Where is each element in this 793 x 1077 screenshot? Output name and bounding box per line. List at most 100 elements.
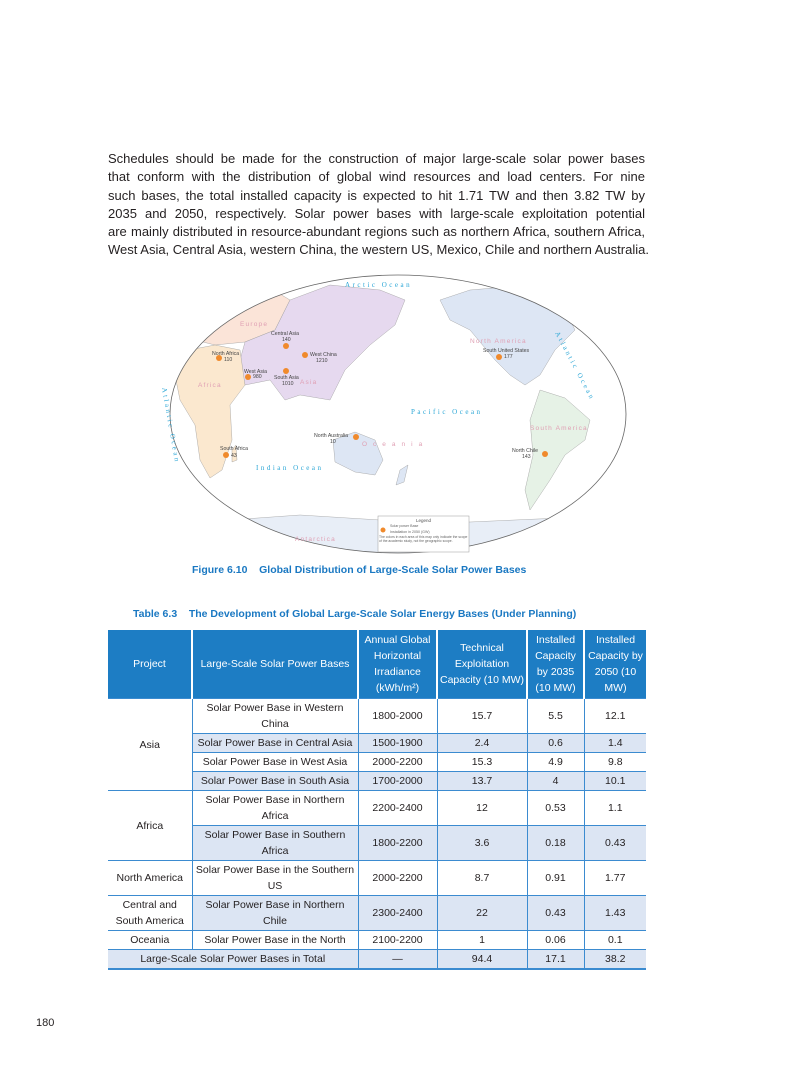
svg-text:Installation in 2050 (GW): Installation in 2050 (GW) — [390, 530, 430, 534]
europe-label: Europe — [240, 321, 268, 328]
project-cell: Africa — [108, 790, 193, 861]
pacific-ocean-label: Pacific Ocean — [411, 408, 483, 416]
tech-cell: 3.6 — [436, 825, 528, 861]
total-c2035-cell: 17.1 — [526, 949, 585, 970]
c2035-cell: 0.43 — [526, 895, 585, 931]
ghi-cell: 2000-2200 — [357, 752, 438, 772]
svg-text:Solar power Base: Solar power Base — [390, 524, 418, 528]
tech-cell: 1 — [436, 930, 528, 950]
header-base: Large-Scale Solar Power Bases — [191, 630, 358, 699]
svg-text:Legend: Legend — [416, 518, 432, 523]
base-cell: Solar Power Base in the North — [191, 930, 359, 950]
tech-cell: 12 — [436, 790, 528, 826]
c2035-cell: 5.5 — [526, 698, 585, 734]
tech-cell: 8.7 — [436, 860, 528, 896]
svg-text:North Australia: North Australia — [314, 433, 348, 439]
c2050-cell: 12.1 — [583, 698, 646, 734]
c2050-cell: 0.1 — [583, 930, 646, 950]
total-c2050-cell: 38.2 — [583, 949, 646, 970]
table-row: Solar Power Base in Central Asia 1500-190… — [108, 733, 646, 753]
total-label-cell: Large-Scale Solar Power Bases in Total — [108, 949, 359, 970]
c2050-cell: 10.1 — [583, 771, 646, 791]
c2050-cell: 0.43 — [583, 825, 646, 861]
table-row: Oceania Solar Power Base in the North 2100… — [108, 930, 646, 950]
c2050-cell: 1.1 — [583, 790, 646, 826]
table-row: Central and South America Solar Power Bas… — [108, 895, 646, 931]
base-cell: Solar Power Base in West Asia — [192, 752, 359, 772]
paragraph-line: Schedules should be made for the constru… — [108, 151, 645, 166]
world-map: Arctic Ocean Pacific Ocean Indian Ocean … — [160, 274, 627, 554]
table-row: Africa Solar Power Base in Northern Afric… — [108, 790, 646, 861]
svg-text:110: 110 — [224, 357, 232, 363]
oceania-region — [332, 431, 384, 476]
base-cell: Solar Power Base in Central Asia — [192, 733, 359, 753]
project-cell: Central and South America — [108, 895, 193, 931]
paragraph-line: that conform with the distribution of gl… — [108, 169, 645, 185]
arctic-ocean-label: Arctic Ocean — [345, 281, 412, 289]
ghi-cell: 1800-2200 — [357, 825, 438, 861]
ghi-cell: 2200-2400 — [357, 790, 438, 826]
africa-label: Africa — [198, 382, 222, 389]
paragraph-line: West Asia, Central Asia, western China, … — [108, 242, 649, 258]
body-paragraph: Schedules should be made for the constru… — [108, 150, 649, 260]
header-tech: Technical Exploitation Capacity (10 MW) — [436, 630, 527, 699]
ghi-cell: 2300-2400 — [357, 895, 438, 931]
base-cell: Solar Power Base in the Southern US — [191, 860, 359, 896]
c2035-cell: 0.53 — [526, 790, 585, 826]
header-ghi: Annual Global Horizontal Irradiance (kWh… — [357, 630, 437, 699]
project-cell: Asia — [108, 698, 193, 791]
header-2050: Installed Capacity by 2050 (10 MW) — [583, 630, 646, 699]
svg-text:1010: 1010 — [282, 381, 294, 387]
header-project: Project — [108, 630, 192, 699]
ghi-cell: 2000-2200 — [357, 860, 438, 896]
tech-cell: 2.4 — [436, 733, 528, 753]
table-caption: Table 6.3 The Development of Global Larg… — [133, 608, 577, 620]
tech-cell: 15.3 — [436, 752, 528, 772]
table-row: Solar Power Base in West Asia 2000-2200 15… — [108, 752, 646, 772]
paragraph-line: 2035 and 2050, respectively. Solar power… — [108, 205, 645, 221]
tech-cell: 22 — [436, 895, 528, 931]
ghi-cell: 1800-2000 — [357, 698, 438, 734]
asia-region — [239, 284, 406, 401]
base-cell: Solar Power Base in Northern Chile — [191, 895, 359, 931]
total-row: Large-Scale Solar Power Bases in Total —9… — [108, 949, 646, 970]
page-number: 180 — [36, 1017, 55, 1029]
svg-text:West China: West China — [310, 352, 337, 358]
tech-cell: 13.7 — [436, 771, 528, 791]
c2050-cell: 1.77 — [583, 860, 646, 896]
svg-text:10: 10 — [330, 439, 336, 445]
paragraph-line: such bases, the total installed capacity… — [108, 187, 645, 203]
indian-ocean-label: Indian Ocean — [256, 464, 324, 472]
svg-text:North Africa: North Africa — [212, 351, 239, 357]
asia-label: Asia — [300, 379, 317, 386]
c2050-cell: 1.4 — [583, 733, 646, 753]
solar-bases-table: Project Large-Scale Solar Power Bases An… — [108, 630, 646, 970]
svg-text:140: 140 — [282, 337, 291, 343]
north-america-label: North America — [470, 338, 527, 345]
figure-caption: Figure 6.10 Global Distribution of Large… — [192, 564, 527, 576]
total-tech-cell: 94.4 — [436, 949, 528, 970]
ghi-cell: 1500-1900 — [357, 733, 438, 753]
project-cell: North America — [108, 860, 193, 896]
tech-cell: 15.7 — [436, 698, 528, 734]
svg-text:980: 980 — [253, 374, 262, 380]
svg-text:177: 177 — [504, 354, 513, 360]
svg-text:South Africa: South Africa — [220, 446, 248, 452]
c2035-cell: 0.18 — [526, 825, 585, 861]
south-america-region — [524, 389, 591, 511]
africa-region — [174, 344, 246, 479]
oceania-label: Oceania — [362, 441, 428, 448]
base-cell: Solar Power Base in Western China — [191, 698, 359, 734]
svg-text:1210: 1210 — [316, 358, 328, 364]
base-cell: Solar Power Base in Southern Africa — [192, 825, 359, 861]
total-ghi-cell: — — [357, 949, 438, 970]
table-row: Asia Solar Power Base in Western China 180… — [108, 698, 646, 791]
svg-text:Central Asia: Central Asia — [271, 331, 299, 337]
